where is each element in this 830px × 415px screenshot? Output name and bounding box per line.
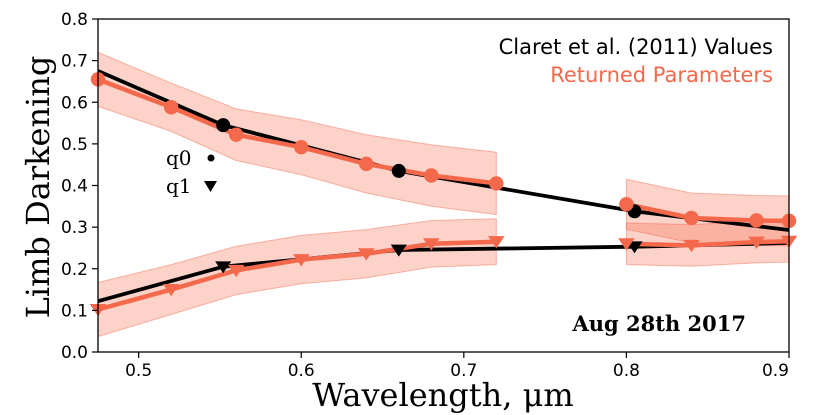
error-band-2-0 xyxy=(97,51,497,216)
x-tick-label-0: 0.5 xyxy=(125,361,152,381)
series-1-point-0-2 xyxy=(390,244,407,257)
y-tick-label-5: 0.5 xyxy=(61,135,88,155)
date-annotation: Aug 28th 2017 xyxy=(571,311,746,336)
y-tick-label-6: 0.6 xyxy=(61,93,88,113)
y-axis-ticks: 0.0 0.1 0.2 0.3 0.4 0.5 0.6 0.7 0.8 xyxy=(61,10,98,363)
series-2-point-0-4 xyxy=(359,156,374,172)
series-3-point-0-4 xyxy=(357,248,375,261)
series-3-point-0-6 xyxy=(488,236,505,249)
series-2-point-1-0 xyxy=(619,197,634,212)
legend-entry-returned: Returned Parameters xyxy=(550,63,773,87)
series-3-point-1-1 xyxy=(683,239,700,253)
x-tick-label-1: 0.6 xyxy=(288,361,315,381)
y-tick-label-0: 0.0 xyxy=(61,343,88,363)
series-3-line-1 xyxy=(626,239,790,248)
series-3-point-0-1 xyxy=(162,284,180,297)
series-3-point-0-3 xyxy=(292,254,310,267)
x-axis-label: Wavelength, μm xyxy=(312,376,573,414)
series-0-point-0-1 xyxy=(216,118,231,133)
series-3-point-0-5 xyxy=(423,238,440,251)
marker-key-q1-triangle-icon xyxy=(204,181,217,192)
error-band-3-0 xyxy=(97,218,497,338)
series-2-point-1-2 xyxy=(749,213,764,228)
series-2-point-1-1 xyxy=(684,210,699,226)
x-tick-label-3: 0.8 xyxy=(613,361,640,381)
error-bands xyxy=(97,51,790,338)
series-2-point-0-2 xyxy=(229,127,244,142)
y-axis-label: Limb Darkening xyxy=(19,56,57,319)
x-tick-label-2: 0.7 xyxy=(450,361,477,381)
series-2-line-1 xyxy=(625,201,790,224)
series-2-point-0-6 xyxy=(489,176,504,191)
y-tick-label-4: 0.4 xyxy=(61,177,88,197)
marker-key-q0-circle-icon xyxy=(207,154,215,162)
y-tick-label-7: 0.7 xyxy=(61,52,88,72)
y-tick-label-8: 0.8 xyxy=(61,10,88,30)
series-3-point-1-0 xyxy=(618,238,635,251)
y-tick-label-2: 0.2 xyxy=(61,260,88,280)
series-2-point-0-5 xyxy=(424,168,439,183)
x-tick-label-4: 0.9 xyxy=(762,361,789,381)
marker-key-q1-label: q1 xyxy=(166,174,192,198)
x-axis-ticks: 0.5 0.6 0.7 0.8 0.9 xyxy=(125,352,790,381)
marker-key-q0-label: q0 xyxy=(166,146,192,170)
y-tick-label-1: 0.1 xyxy=(61,301,88,321)
series-0-point-0-2 xyxy=(391,163,406,178)
series-1-point-0-1 xyxy=(215,261,232,274)
series-3-point-0-2 xyxy=(227,264,245,278)
series-2-point-0-1 xyxy=(163,100,179,115)
y-tick-label-3: 0.3 xyxy=(61,218,88,238)
legend-entry-claret: Claret et al. (2011) Values xyxy=(499,35,773,59)
series-3-point-1-2 xyxy=(748,236,765,249)
series-2-point-0-3 xyxy=(294,140,309,155)
